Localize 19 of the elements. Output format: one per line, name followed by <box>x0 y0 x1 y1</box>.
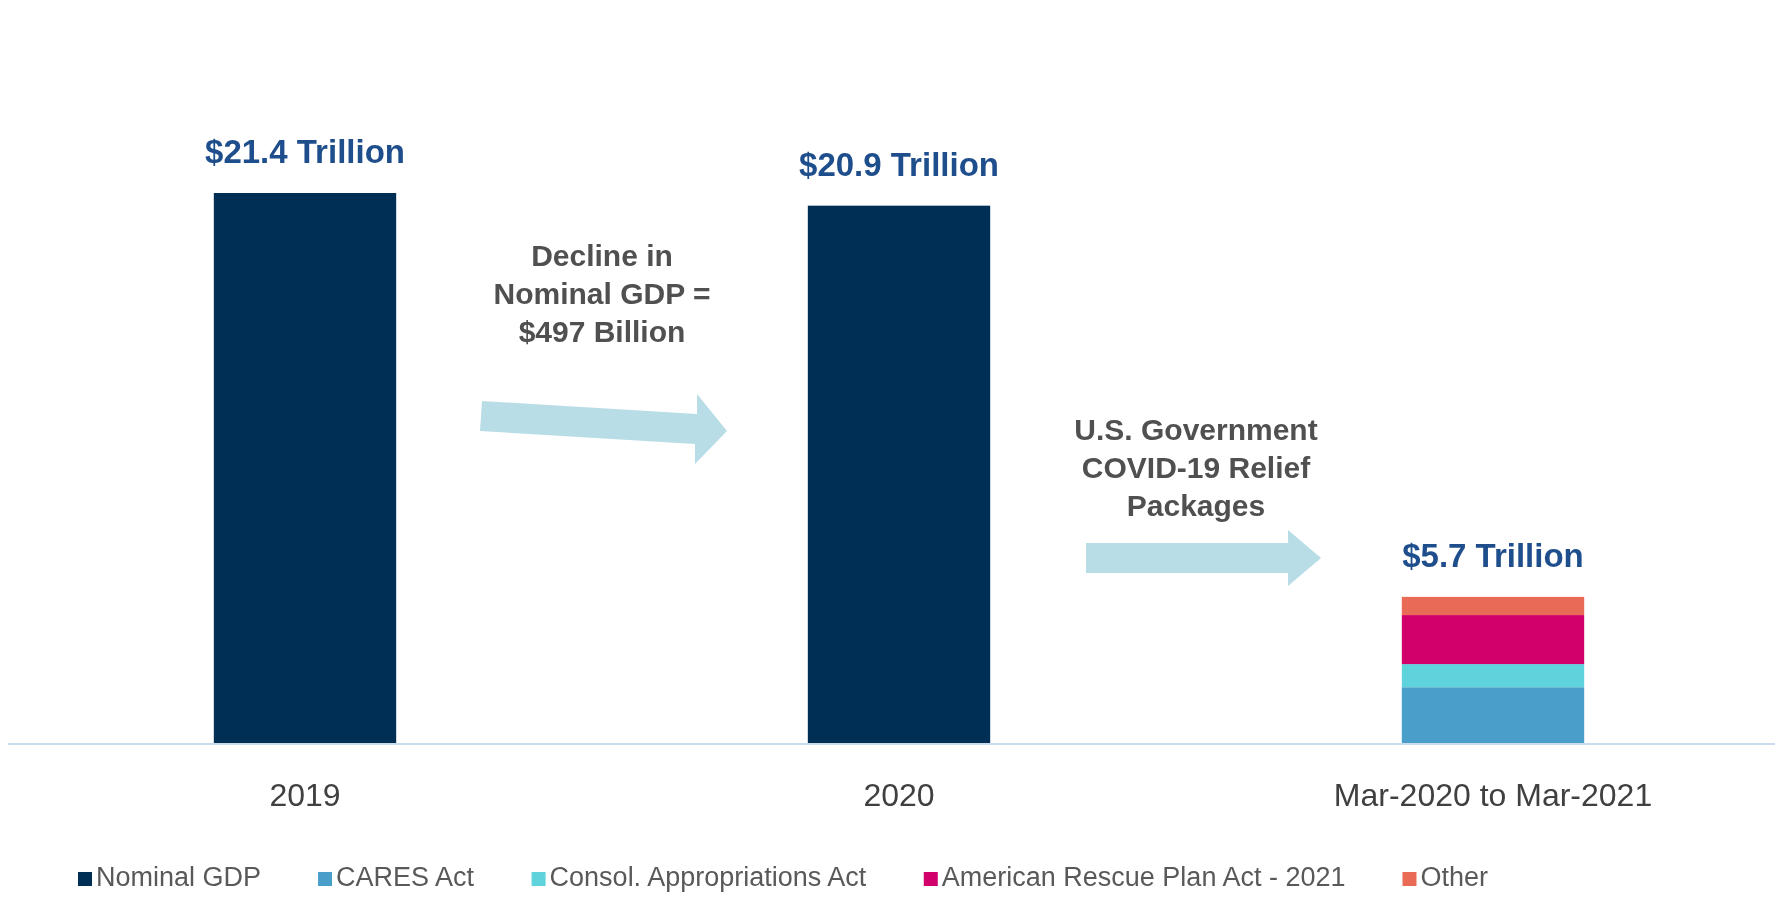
legend-label: CARES Act <box>336 862 475 892</box>
text: $20.9 Trillion <box>799 145 999 183</box>
x-tick-label: Mar-2020 to Mar-2021 <box>1333 777 1653 813</box>
bar <box>213 193 397 744</box>
text: $21.4 Trillion <box>205 133 405 170</box>
legend-label: Other <box>1420 862 1489 892</box>
annotation: Decline in Nominal GDP = $497 Billion <box>493 239 711 348</box>
x-tick-label: 2020 <box>863 777 935 813</box>
bar <box>1401 615 1585 665</box>
bar <box>807 205 991 744</box>
bar <box>1401 596 1585 616</box>
x-tick-label: 2019 <box>269 777 341 813</box>
bar <box>1401 664 1585 688</box>
bar <box>1401 687 1585 744</box>
legend-label: Consol. Appropriations Act <box>549 862 867 892</box>
annotation: U.S. Government COVID-19 Relief Packages <box>1074 413 1318 522</box>
legend-label: Nominal GDP <box>96 862 262 892</box>
annotation: $5.7 Trillion <box>1402 536 1584 574</box>
legend-label: American Rescue Plan Act - 2021 <box>941 862 1346 892</box>
